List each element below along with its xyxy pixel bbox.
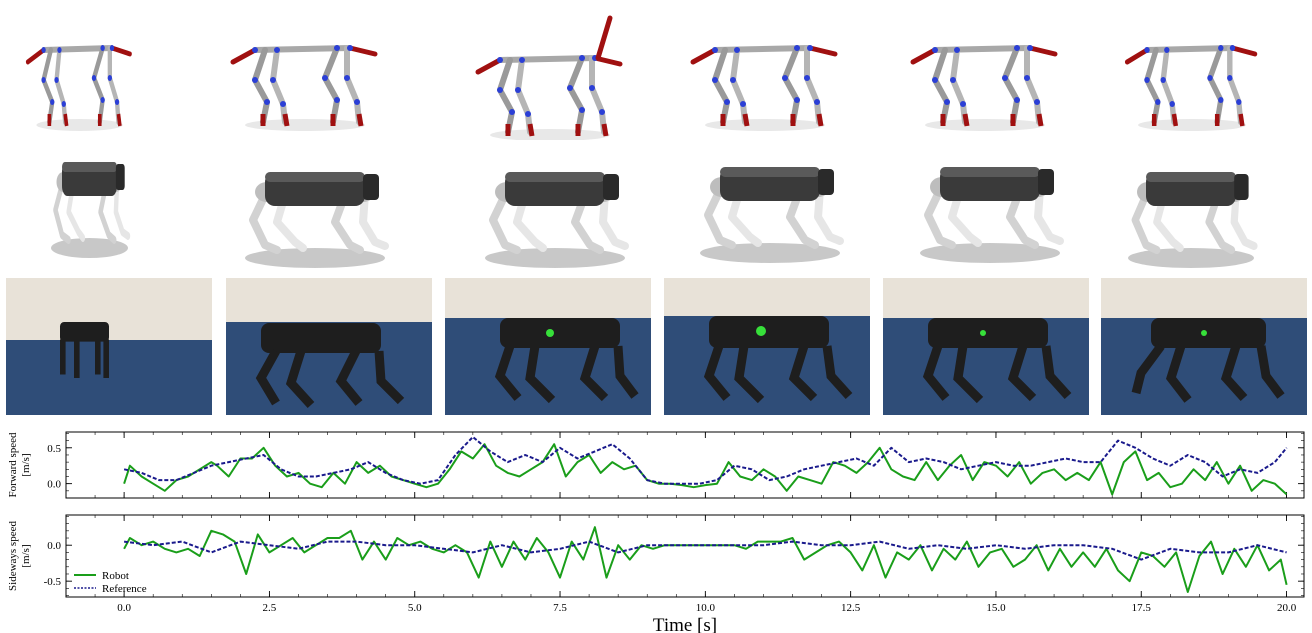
x-tick-label: 2.5 bbox=[263, 602, 277, 614]
photo-6 bbox=[1101, 278, 1307, 415]
photo-2 bbox=[226, 278, 432, 415]
legend-label-robot: Robot bbox=[102, 570, 129, 582]
x-tick-label: 15.0 bbox=[986, 602, 1006, 614]
x-axis-label: Time [s] bbox=[653, 615, 717, 633]
skeleton-2 bbox=[233, 45, 375, 131]
chart-panel-1: 0.0 0.5 Forward speed [m/s] bbox=[7, 431, 1305, 499]
plot-frame bbox=[65, 431, 1305, 499]
sim-robot-4 bbox=[700, 167, 840, 263]
simulation-strip bbox=[0, 140, 1312, 270]
sim-robot-2 bbox=[245, 172, 385, 268]
y-tick-label: -0.5 bbox=[44, 576, 62, 588]
sim-robot-5 bbox=[920, 167, 1060, 263]
series-robot-line bbox=[123, 443, 1288, 496]
series-robot-line bbox=[123, 526, 1288, 593]
photo-5 bbox=[883, 278, 1089, 415]
skeleton-5 bbox=[913, 45, 1055, 131]
photo-1 bbox=[6, 278, 212, 415]
skeleton-6 bbox=[1127, 45, 1255, 131]
skeleton-3 bbox=[478, 15, 620, 140]
photo-4 bbox=[664, 278, 870, 415]
chart-panel-2: 0.0 2.5 5.0 7.5 10.0 12.5 15.0 17.5 20.0 0.0 -0.5 S… bbox=[7, 514, 1305, 633]
skeleton-row bbox=[0, 0, 1312, 140]
sim-robot-3 bbox=[485, 172, 625, 268]
skeleton-4 bbox=[693, 45, 835, 131]
x-tick-label: 20.0 bbox=[1277, 602, 1297, 614]
x-tick-label: 5.0 bbox=[408, 602, 422, 614]
simulation-row bbox=[0, 140, 1312, 270]
x-tick-label: 10.0 bbox=[696, 602, 716, 614]
legend-label-reference: Reference bbox=[102, 583, 147, 595]
series-reference-line bbox=[123, 436, 1288, 485]
y-axis-label: Forward speed bbox=[7, 432, 19, 498]
x-tick-label: 7.5 bbox=[553, 602, 567, 614]
y-axis-label: Sideways speed bbox=[7, 521, 19, 591]
sim-robot-6 bbox=[1128, 172, 1254, 268]
y-tick-label: 0.5 bbox=[47, 443, 61, 455]
x-tick-label: 0.0 bbox=[117, 602, 131, 614]
y-tick-label: 0.0 bbox=[47, 540, 61, 552]
y-axis-unit: [m/s] bbox=[20, 453, 32, 476]
plot-frame bbox=[65, 514, 1305, 598]
x-tick-label: 17.5 bbox=[1132, 602, 1152, 614]
skeleton-1 bbox=[28, 45, 130, 131]
sim-robot-1 bbox=[51, 162, 128, 258]
x-tick-label: 12.5 bbox=[841, 602, 861, 614]
y-axis-unit: [m/s] bbox=[20, 544, 32, 567]
photo-3 bbox=[445, 278, 651, 415]
y-tick-label: 0.0 bbox=[47, 479, 61, 491]
series-reference-line bbox=[123, 540, 1287, 561]
skeleton-strip bbox=[0, 15, 1312, 140]
